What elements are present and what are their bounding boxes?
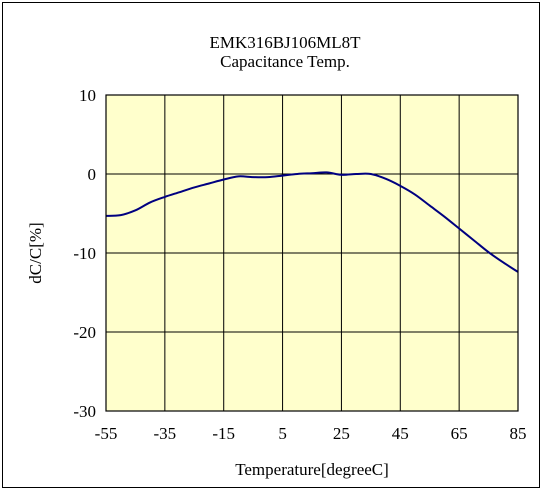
x-tick-label-4: 25 bbox=[333, 424, 350, 443]
chart-svg: EMK316BJ106ML8T Capacitance Temp. -30 -20… bbox=[26, 33, 527, 479]
y-tick-label-3: 0 bbox=[88, 165, 97, 184]
x-tick-label-2: -15 bbox=[212, 424, 235, 443]
chart-title: EMK316BJ106ML8T bbox=[209, 33, 361, 52]
series-layer bbox=[105, 171, 519, 273]
y-tick-label-2: -10 bbox=[73, 244, 96, 263]
x-axis-label: Temperature[degreeC] bbox=[235, 460, 389, 479]
chart-frame: EMK316BJ106ML8T Capacitance Temp. -30 -20… bbox=[2, 2, 540, 488]
x-tick-labels: -55 -35 -15 5 25 45 65 85 bbox=[95, 424, 527, 443]
y-tick-labels: -30 -20 -10 0 10 bbox=[73, 86, 96, 421]
plot-border bbox=[105, 94, 519, 412]
chart-subtitle: Capacitance Temp. bbox=[220, 52, 350, 71]
y-tick-label-1: -20 bbox=[73, 323, 96, 342]
x-tick-label-0: -55 bbox=[95, 424, 118, 443]
series-line-0 bbox=[105, 171, 519, 273]
x-tick-label-5: 45 bbox=[392, 424, 409, 443]
x-tick-label-7: 85 bbox=[510, 424, 527, 443]
y-tick-label-0: -30 bbox=[73, 402, 96, 421]
y-tick-label-4: 10 bbox=[79, 86, 96, 105]
x-tick-label-1: -35 bbox=[154, 424, 177, 443]
x-tick-label-6: 65 bbox=[451, 424, 468, 443]
x-tick-label-3: 5 bbox=[278, 424, 287, 443]
y-axis-label: dC/C[%] bbox=[26, 222, 45, 283]
